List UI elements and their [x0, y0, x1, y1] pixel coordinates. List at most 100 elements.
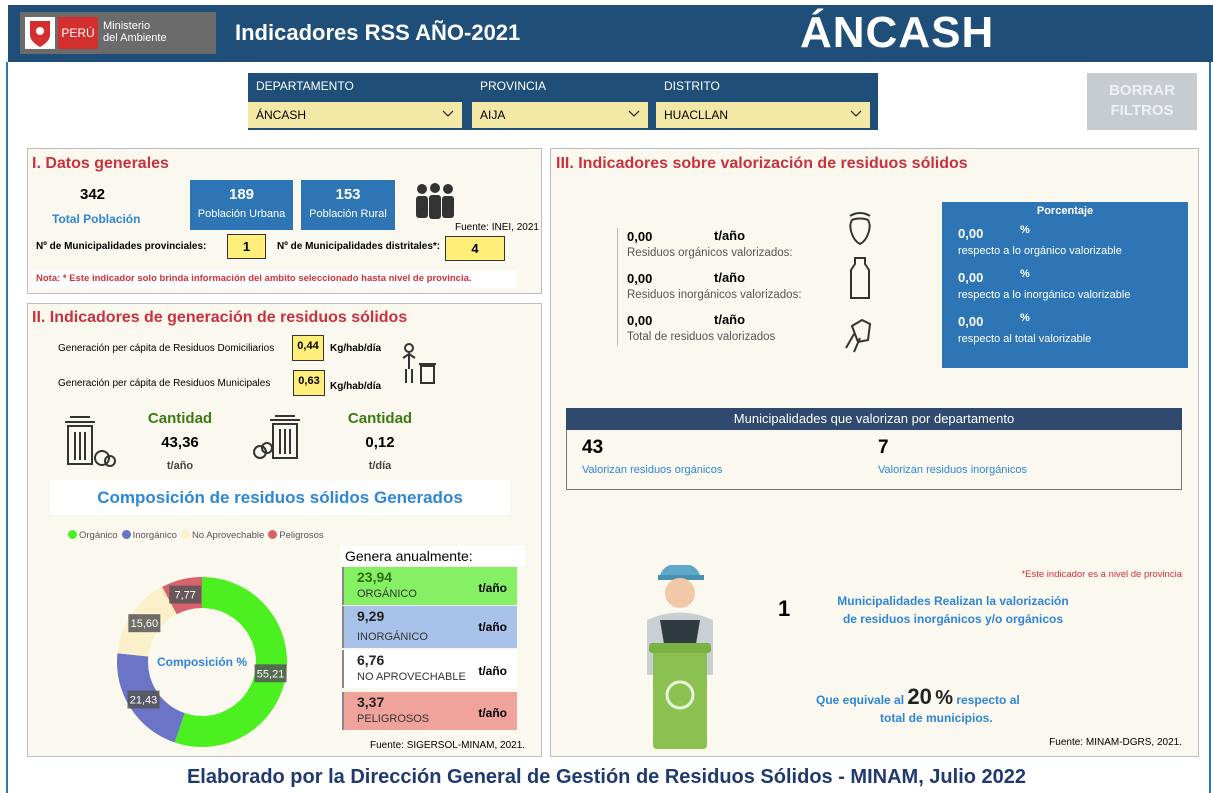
legend-dot: [181, 530, 190, 539]
per-capita-unit: Kg/hab/día: [330, 343, 381, 354]
per-capita-unit: Kg/hab/día: [330, 381, 381, 392]
percent-title: Porcentaje: [942, 205, 1188, 217]
quantity-label: Cantidad: [145, 410, 215, 427]
filter-dropdown[interactable]: AIJA: [472, 102, 648, 128]
legend-item: Peligrosos: [268, 530, 323, 541]
annual-name: INORGÁNICO: [357, 631, 428, 643]
percent-unit: %: [1020, 268, 1030, 280]
slice-label: 7,77: [169, 586, 201, 604]
eq-suffix: respecto al: [956, 693, 1019, 707]
slice-label: 55,21: [255, 664, 287, 682]
annual-value: 6,76: [357, 652, 384, 668]
legend-item: No Aprovechable: [181, 530, 264, 541]
header-title: Indicadores RSS AÑO-2021: [235, 20, 520, 46]
slice-label: 21,43: [128, 691, 160, 709]
annual-value: 9,29: [357, 608, 384, 624]
legend-item: Inorgánico: [122, 530, 177, 541]
amount-unit: t/año: [714, 312, 745, 327]
eq-line2: total de municipios.: [880, 711, 993, 725]
logo-line: del Ambiente: [103, 32, 167, 44]
filter-dropdown[interactable]: ÁNCASH: [248, 102, 462, 128]
filter-dropdown[interactable]: HUACLLAN: [656, 102, 870, 128]
chevron: [850, 110, 862, 118]
legend-label: No Aprovechable: [192, 530, 264, 541]
amount-value: 0,00: [627, 229, 652, 244]
legend: Orgánico Inorgánico No Aprovechable Peligro…: [68, 530, 328, 541]
percent-value: 0,00: [958, 314, 983, 329]
people-icon: [410, 183, 460, 219]
per-capita-value: 0,63: [293, 370, 325, 396]
department-label: Valorizan residuos orgánicos: [582, 464, 722, 476]
worker-illustration: [615, 565, 745, 755]
percent-label: respecto a lo inorgánico valorizable: [958, 289, 1130, 301]
annual-name: ORGÁNICO: [357, 588, 417, 600]
region-title: ÁNCASH: [800, 8, 994, 58]
logo-ministry: Ministeriodel Ambiente: [103, 20, 167, 44]
filter-label: DISTRITO: [664, 79, 720, 93]
urban-box: 189Población Urbana: [190, 180, 293, 230]
source: Fuente: MINAM-DGRS, 2021.: [1049, 737, 1182, 748]
value-label: 7,77: [174, 590, 195, 602]
rural-value: 153: [301, 186, 395, 203]
filter-label: PROVINCIA: [480, 79, 546, 93]
annual-value: 23,94: [357, 569, 392, 585]
rural-label: Población Rural: [301, 208, 395, 220]
urban-label: Población Urbana: [190, 208, 293, 220]
annual-unit: t/año: [478, 620, 507, 634]
percent-value: 0,00: [958, 226, 983, 241]
amount-value: 0,00: [627, 313, 652, 328]
province-note: *Este indicador es a nivel de provincia: [1021, 569, 1182, 580]
annual-name: PELIGROSOS: [357, 713, 429, 725]
logo-line: Ministerio: [103, 20, 167, 32]
legend-label: Inorgánico: [133, 530, 177, 541]
percent-label: respecto a lo orgánico valorizable: [958, 245, 1122, 257]
amount-label: Residuos orgánicos valorizados:: [627, 247, 793, 259]
per-capita-value: 0,44: [292, 335, 324, 361]
annual-title: Genera anualmente:: [340, 546, 525, 566]
legend-dot: [68, 530, 77, 539]
trash-icon: [62, 412, 117, 470]
provincial-label: Nº de Municipalidades provinciales:: [36, 241, 206, 252]
legend-dot: [268, 530, 277, 539]
dropdown-value: HUACLLAN: [664, 108, 728, 122]
eq-unit: %: [935, 687, 953, 709]
municipalities-label: Municipalidades Realizan la valorización…: [813, 592, 1093, 628]
district-label: Nº de Municipalidades distritales*:: [277, 241, 440, 252]
legend-label: Orgánico: [79, 530, 118, 541]
municipalities-value: 1: [778, 596, 790, 622]
value-label: 15,60: [131, 618, 159, 630]
quantity-unit: t/año: [145, 460, 215, 472]
trash-icon: [250, 414, 305, 460]
side-border: [6, 62, 8, 793]
amount-unit: t/año: [714, 228, 745, 243]
population-value: 342: [80, 186, 105, 203]
percent-label: respecto al total valorizable: [958, 333, 1091, 345]
button-line: BORRAR: [1087, 81, 1197, 101]
panel-title: I. Datos generales: [32, 155, 169, 173]
source: Fuente: INEI, 2021: [455, 222, 539, 233]
amount-label: Residuos inorgánicos valorizados:: [627, 289, 802, 301]
percent-value: 0,00: [958, 270, 983, 285]
annual-unit: t/año: [478, 581, 507, 595]
equivalent: Que equivale al 20 % respecto al: [816, 684, 1020, 710]
footer: Elaborado por la Dirección General de Ge…: [0, 766, 1213, 789]
quantity-value: 0,12: [345, 434, 415, 451]
annual-card: 6,76NO APROVECHABLEt/año: [342, 650, 517, 688]
eq-prefix: Que equivale al: [816, 693, 904, 707]
amount-unit: t/año: [714, 270, 745, 285]
provincial-value: 1: [227, 234, 266, 259]
annual-unit: t/año: [478, 664, 507, 678]
departments-title: Municipalidades que valorizan por depart…: [566, 408, 1182, 430]
note: Nota: * Este indicador solo brinda infor…: [32, 270, 516, 288]
logo-country: PERÚ: [58, 17, 98, 49]
filter-label: DEPARTAMENTO: [256, 79, 354, 93]
composition-title: Composición de residuos sólidos Generado…: [50, 480, 510, 515]
side-border: [1209, 62, 1211, 793]
logo-shield: [25, 17, 55, 49]
department-value: 7: [878, 437, 889, 459]
slice-label: 15,60: [128, 614, 160, 632]
department-value: 43: [582, 437, 603, 459]
per-capita-label: Generación per cápita de Residuos Munici…: [58, 378, 270, 389]
